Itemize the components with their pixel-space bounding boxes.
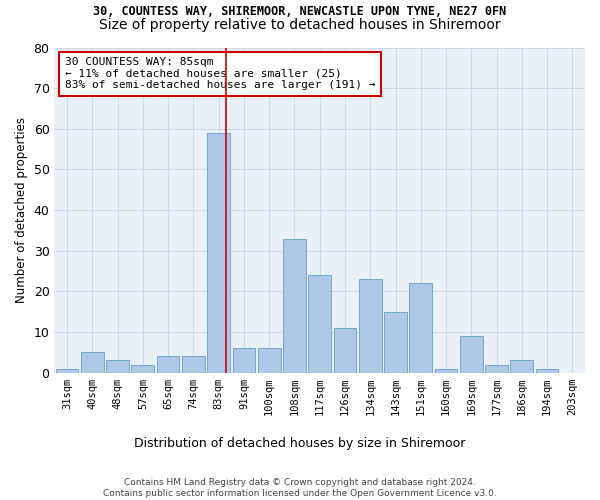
Bar — [131, 364, 154, 372]
Bar — [258, 348, 281, 372]
Text: Contains HM Land Registry data © Crown copyright and database right 2024.
Contai: Contains HM Land Registry data © Crown c… — [103, 478, 497, 498]
Bar — [460, 336, 482, 372]
Bar — [434, 368, 457, 372]
Bar — [511, 360, 533, 372]
Bar — [536, 368, 559, 372]
Bar — [409, 283, 432, 372]
Bar — [106, 360, 129, 372]
Bar — [207, 133, 230, 372]
Bar — [359, 279, 382, 372]
Bar — [157, 356, 179, 372]
Y-axis label: Number of detached properties: Number of detached properties — [15, 117, 28, 303]
Bar — [308, 275, 331, 372]
Bar — [233, 348, 255, 372]
Bar — [485, 364, 508, 372]
Text: 30, COUNTESS WAY, SHIREMOOR, NEWCASTLE UPON TYNE, NE27 0FN: 30, COUNTESS WAY, SHIREMOOR, NEWCASTLE U… — [94, 5, 506, 18]
Bar — [182, 356, 205, 372]
Bar — [81, 352, 104, 372]
Bar — [384, 312, 407, 372]
Bar — [56, 368, 79, 372]
Text: Size of property relative to detached houses in Shiremoor: Size of property relative to detached ho… — [99, 18, 501, 32]
Bar — [334, 328, 356, 372]
Text: 30 COUNTESS WAY: 85sqm
← 11% of detached houses are smaller (25)
83% of semi-det: 30 COUNTESS WAY: 85sqm ← 11% of detached… — [65, 58, 376, 90]
Text: Distribution of detached houses by size in Shiremoor: Distribution of detached houses by size … — [134, 437, 466, 450]
Bar — [283, 238, 306, 372]
